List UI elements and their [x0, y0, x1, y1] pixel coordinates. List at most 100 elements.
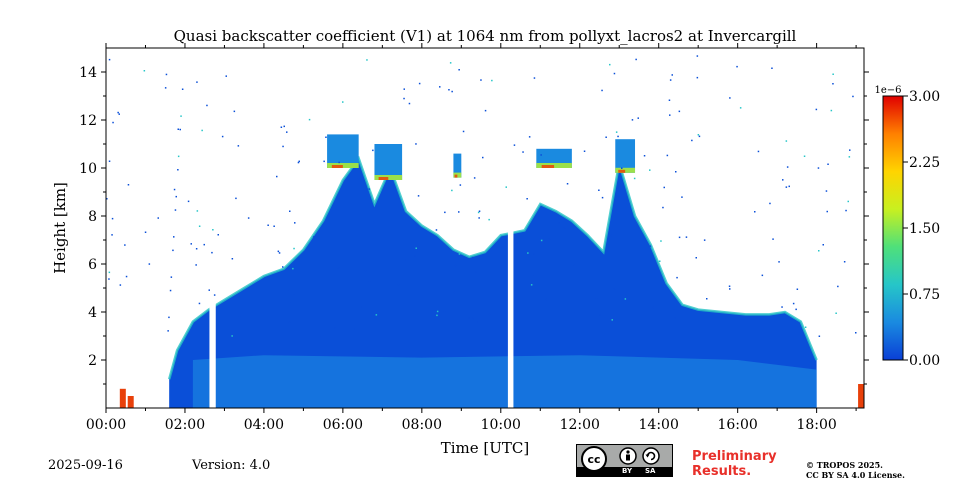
noise-point [660, 240, 662, 242]
noise-point [173, 236, 175, 238]
noise-point [174, 209, 177, 211]
noise-point [526, 198, 528, 200]
noise-point [297, 161, 300, 164]
colorbar-tick-label: 3.00 [909, 89, 940, 105]
noise-point [117, 111, 119, 114]
footer-date: 2025-09-16 [48, 458, 123, 473]
noise-point [318, 336, 321, 338]
noise-point [533, 275, 535, 277]
noise-point [342, 101, 344, 103]
noise-point [177, 155, 180, 158]
noise-point [164, 87, 167, 89]
noise-point [669, 114, 671, 116]
noise-point [308, 118, 311, 121]
noise-point [443, 310, 446, 312]
noise-point [408, 102, 411, 105]
noise-point [847, 200, 849, 203]
noise-point [196, 81, 198, 83]
noise-point [157, 217, 159, 219]
y-tick-label: 6 [88, 257, 97, 273]
x-axis-label: Time [UTC] [441, 439, 530, 457]
chart-title: Quasi backscatter coefficient (V1) at 10… [174, 27, 797, 45]
noise-point [855, 332, 857, 334]
noise-point [462, 130, 465, 133]
upper-cloud-peak [454, 174, 458, 178]
noise-point [505, 186, 507, 188]
noise-point [662, 206, 664, 209]
noise-point [172, 249, 174, 252]
colorbar-tick-label: 0.75 [909, 287, 940, 303]
noise-point [173, 188, 176, 191]
noise-point [621, 167, 623, 169]
noise-point [668, 99, 671, 101]
noise-point [338, 161, 340, 164]
noise-point [195, 248, 198, 250]
noise-point [231, 258, 234, 260]
noise-point [289, 210, 291, 212]
noise-point [127, 184, 130, 186]
noise-point [601, 196, 604, 199]
noise-point [454, 264, 457, 267]
noise-point [540, 239, 543, 242]
noise-point [213, 294, 216, 296]
noise-point [435, 229, 438, 231]
noise-point [179, 128, 181, 131]
noise-point [286, 131, 288, 133]
noise-point [817, 167, 820, 169]
noise-point [672, 329, 674, 331]
noise-point [165, 73, 168, 76]
noise-point [681, 196, 683, 198]
noise-point [473, 177, 476, 179]
noise-point [615, 131, 618, 133]
noise-point [287, 288, 290, 291]
noise-point [403, 88, 405, 90]
noise-point [170, 276, 173, 278]
noise-point [761, 274, 764, 277]
noise-point [313, 236, 315, 238]
noise-point [685, 236, 688, 238]
noise-point [695, 257, 697, 259]
noise-point [404, 259, 407, 261]
noise-point [666, 154, 669, 157]
upper-cloud-layer [374, 144, 403, 180]
noise-point [169, 289, 172, 292]
noise-point [368, 188, 370, 190]
x-tick-label: 02:00 [165, 417, 205, 433]
noise-point [491, 79, 493, 82]
noise-point [148, 263, 151, 265]
noise-point [108, 271, 111, 274]
noise-point [778, 261, 780, 263]
noise-point [375, 314, 378, 316]
noise-point [613, 288, 616, 290]
noise-point [530, 284, 533, 286]
noise-point [293, 293, 295, 296]
surface-return [127, 396, 134, 408]
noise-point [458, 253, 461, 255]
noise-point [611, 319, 613, 321]
noise-point [785, 140, 788, 142]
noise-point [361, 306, 363, 308]
plot-area [106, 48, 865, 408]
noise-point [769, 202, 771, 205]
upper-cloud-base [374, 175, 403, 180]
noise-point [125, 275, 128, 278]
noise-point [832, 83, 834, 85]
y-tick-label: 14 [79, 65, 97, 81]
colorbar-tick-label: 1.50 [909, 221, 940, 237]
noise-point [697, 134, 700, 136]
noise-point [206, 104, 208, 107]
noise-point [167, 330, 169, 332]
noise-point [112, 121, 114, 124]
noise-point [643, 155, 646, 157]
noise-point [540, 154, 542, 156]
noise-point [792, 302, 795, 305]
noise-point [837, 285, 839, 288]
noise-point [354, 328, 356, 330]
noise-point [334, 327, 336, 330]
noise-point [221, 135, 224, 138]
noise-point [288, 321, 291, 324]
noise-point [652, 306, 654, 309]
noise-point [247, 217, 250, 219]
upper-cloud-layer [453, 153, 462, 178]
noise-point [849, 149, 851, 151]
